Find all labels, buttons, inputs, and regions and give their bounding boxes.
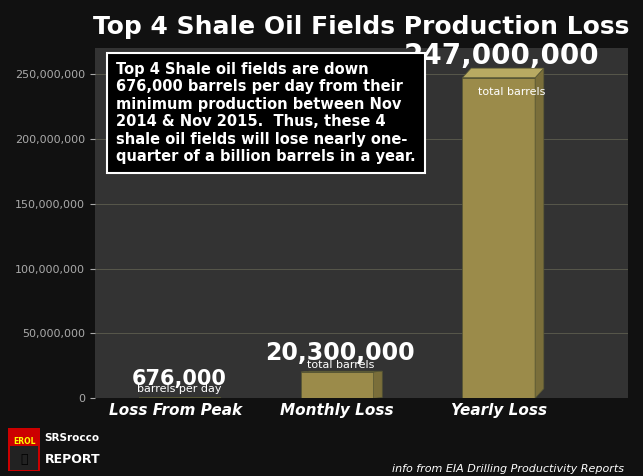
Text: 20,300,000: 20,300,000 <box>266 341 415 366</box>
Polygon shape <box>462 68 544 78</box>
Polygon shape <box>212 397 221 398</box>
Title: Top 4 Shale Oil Fields Production Loss: Top 4 Shale Oil Fields Production Loss <box>93 15 629 39</box>
Text: REPORT: REPORT <box>44 453 100 466</box>
Text: SRSrocco: SRSrocco <box>44 433 100 443</box>
Polygon shape <box>140 397 212 398</box>
Text: 247,000,000: 247,000,000 <box>404 42 600 70</box>
FancyBboxPatch shape <box>10 446 38 470</box>
Text: 🗺: 🗺 <box>21 453 28 466</box>
Polygon shape <box>535 68 544 398</box>
Polygon shape <box>301 372 374 398</box>
Text: info from EIA Drilling Productivity Reports: info from EIA Drilling Productivity Repo… <box>392 464 624 474</box>
Polygon shape <box>374 371 383 398</box>
Text: 676,000: 676,000 <box>131 369 226 389</box>
Text: Top 4 Shale oil fields are down
676,000 barrels per day from their
minimum produ: Top 4 Shale oil fields are down 676,000 … <box>116 62 416 164</box>
Polygon shape <box>462 78 535 398</box>
Text: barrels per day: barrels per day <box>136 384 221 394</box>
Text: EROL: EROL <box>13 437 35 446</box>
Text: total barrels: total barrels <box>478 87 545 97</box>
FancyBboxPatch shape <box>8 428 40 471</box>
Polygon shape <box>301 371 383 372</box>
Text: total barrels: total barrels <box>307 360 374 370</box>
